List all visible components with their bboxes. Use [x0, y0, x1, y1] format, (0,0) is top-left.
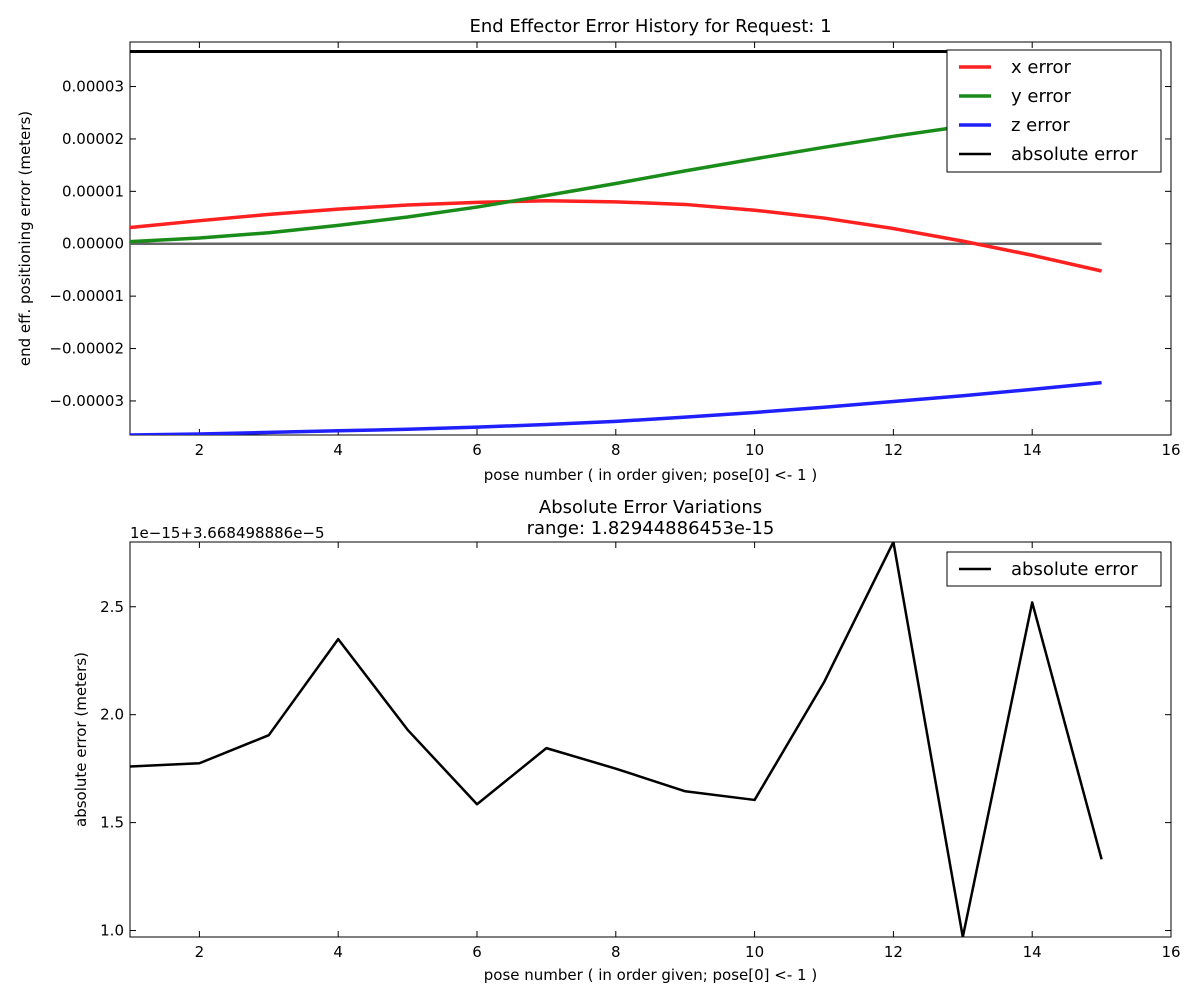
y-tick-label: 0.00000 — [62, 235, 124, 253]
legend: x error y error z error absolute error — [946, 49, 1162, 173]
x-axis-label: pose number ( in order given; pose[0] <-… — [484, 966, 817, 984]
y-tick-label: −0.00003 — [49, 392, 124, 410]
legend-label: x error — [1011, 57, 1072, 78]
series-line-x-error — [130, 199, 1102, 273]
chart-subtitle: range: 1.82944886453e-15 — [527, 518, 775, 539]
y-tick-label: 0.00003 — [62, 78, 124, 96]
y-tick-label: 2.5 — [100, 598, 124, 616]
x-tick-label: 4 — [333, 943, 343, 961]
legend-label: z error — [1011, 115, 1070, 136]
x-tick-label: 10 — [745, 943, 764, 961]
x-tick-label: 10 — [745, 441, 764, 459]
y-tick-label: 2.0 — [100, 706, 124, 724]
series-line-y-error — [130, 106, 1102, 244]
x-tick-label: 16 — [1161, 943, 1180, 961]
y-axis-label: end eff. positioning error (meters) — [16, 111, 34, 366]
x-tick-label: 14 — [1023, 943, 1042, 961]
y-tick-label: 1.0 — [100, 922, 124, 940]
y-axis-label: absolute error (meters) — [72, 652, 90, 827]
x-tick-label: 2 — [195, 441, 205, 459]
y-tick-label: 0.00001 — [62, 182, 124, 200]
x-tick-label: 8 — [611, 943, 621, 961]
y-tick-label: −0.00001 — [49, 287, 124, 305]
x-tick-label: 12 — [884, 441, 903, 459]
x-tick-label: 4 — [333, 441, 343, 459]
x-tick-label: 14 — [1023, 441, 1042, 459]
y-offset-text: 1e−15+3.668498886e−5 — [130, 524, 325, 542]
x-axis-label: pose number ( in order given; pose[0] <-… — [484, 466, 817, 484]
series-group — [130, 542, 1103, 937]
chart-title: End Effector Error History for Request: … — [469, 16, 831, 37]
legend: absolute error — [946, 551, 1162, 587]
axes-frame — [129, 41, 1172, 436]
x-tick-label: 16 — [1161, 441, 1180, 459]
legend-label: y error — [1011, 86, 1072, 107]
y-tick-label: −0.00002 — [49, 340, 124, 358]
y-tick-label: 1.5 — [100, 814, 124, 832]
x-tick-label: 12 — [884, 943, 903, 961]
series-group — [130, 50, 1102, 435]
y-tick-label: 0.00002 — [62, 130, 124, 148]
legend-box — [946, 49, 1162, 173]
x-tick-label: 6 — [472, 441, 482, 459]
series-line-z-error — [130, 380, 1102, 435]
legend-label: absolute error — [1011, 559, 1138, 580]
legend-label: absolute error — [1011, 144, 1138, 165]
series-line-absolute-error — [130, 542, 1103, 937]
chart-1: End Effector Error History for Request: … — [16, 16, 1181, 484]
chart-title: Absolute Error Variations — [539, 497, 762, 518]
x-tick-label: 8 — [611, 441, 621, 459]
axes-frame — [129, 541, 1172, 938]
x-tick-label: 2 — [195, 943, 205, 961]
x-tick-label: 6 — [472, 943, 482, 961]
